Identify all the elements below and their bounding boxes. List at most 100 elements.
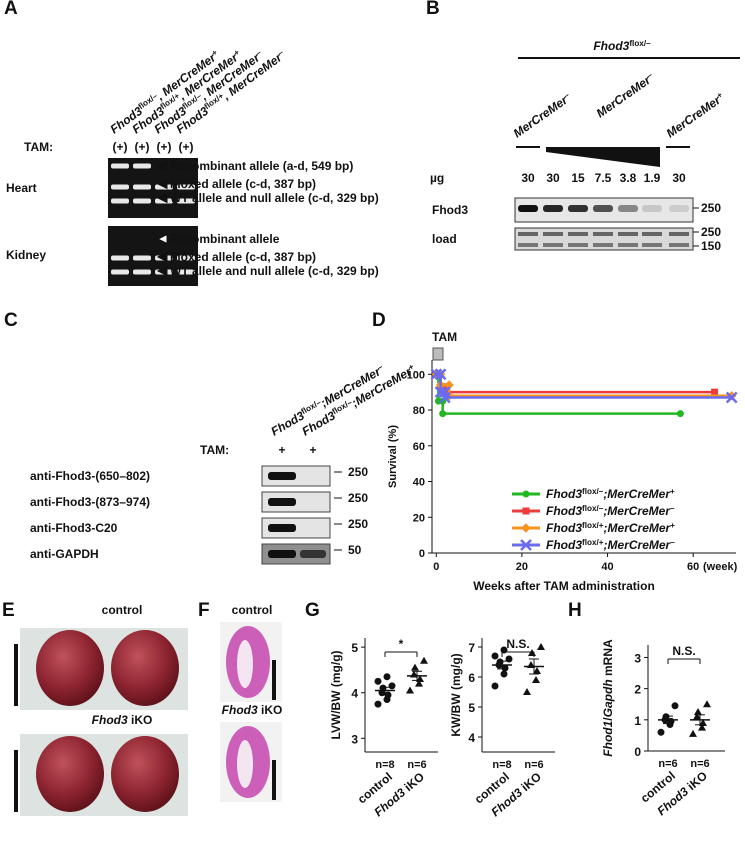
y-tick-label: 4 (351, 687, 358, 701)
scale-bar (14, 644, 18, 706)
y-tick-label: 100 (407, 369, 425, 381)
amount: 30 (546, 171, 560, 185)
band-arrow (156, 251, 168, 263)
legend-marker (522, 490, 530, 498)
gel-band (111, 184, 129, 190)
band-label: WT allele and null allele (c-d, 329 bp) (170, 191, 379, 205)
legend-label: Fhod3flox/+;MerCreMer– (546, 538, 675, 553)
y-tick-label: 20 (413, 512, 425, 524)
panel-label: H (568, 600, 582, 621)
amount: 7.5 (595, 171, 612, 185)
amount: 1.9 (644, 171, 661, 185)
y-axis-label: LVW/BW (mg/g) (329, 650, 343, 739)
data-point (694, 708, 702, 716)
tam-label: TAM (432, 330, 457, 344)
data-point (505, 655, 513, 663)
y-tick-label: 3 (351, 732, 358, 746)
panel-label: A (4, 0, 18, 19)
y-tick-label: 5 (468, 701, 475, 715)
data-point (523, 688, 531, 695)
blot-band (543, 243, 563, 247)
data-point (689, 729, 697, 737)
legend-marker (521, 523, 531, 533)
y-tick-label: 2 (634, 683, 641, 697)
band-arrow (156, 233, 168, 245)
panel-label: E (2, 600, 15, 621)
blot-band (568, 232, 588, 236)
survival-line (436, 373, 681, 415)
panel-label: B (426, 0, 440, 19)
legend-label-part: ;MerCreMer (604, 521, 672, 535)
tam-mark: (+) (113, 140, 128, 154)
tissue-label: Heart (6, 181, 37, 195)
y-tick-label: 7 (468, 641, 475, 655)
survival-point (711, 388, 719, 396)
band-arrow (156, 192, 168, 204)
data-point (693, 712, 701, 720)
row-label: load (432, 232, 457, 246)
heart (111, 630, 179, 706)
condition-label-part: – (645, 70, 654, 80)
legend-label-part: Fhod3 (546, 521, 582, 535)
band-label: Floxed allele (c-d, 387 bp) (170, 177, 316, 191)
survival-point (439, 410, 447, 418)
y-axis-label-part: mRNA (601, 639, 615, 679)
condition-label-part: MerCreMer (594, 72, 654, 120)
significance-label: * (399, 637, 404, 651)
data-point (406, 686, 414, 694)
mw-marker: 50 (348, 543, 362, 557)
blot-band (669, 205, 689, 212)
legend-label: Fhod3flox/–;MerCreMer– (546, 504, 675, 519)
y-tick-label: 0 (634, 745, 641, 759)
y-tick-label: 3 (634, 651, 641, 665)
genotype-label-part: + (407, 362, 416, 372)
legend-label-part: flox/– (582, 487, 604, 496)
y-axis-label-part: Gapdh (601, 679, 615, 717)
y-axis-label: Survival (%) (387, 425, 399, 488)
gel-band (177, 269, 195, 275)
genotype-label-part: – (276, 47, 285, 57)
blot-band (268, 524, 296, 532)
data-point (411, 663, 419, 671)
photo-label: Fhod3 iKO (222, 703, 283, 717)
survival-line (436, 373, 732, 399)
gel-band (111, 269, 129, 275)
mw-marker: 250 (701, 201, 721, 215)
legend-label-part: flox/+ (582, 538, 604, 547)
gel-band (177, 184, 195, 190)
blot-band (543, 232, 563, 236)
group-label: Fhod3flox/– (593, 39, 651, 54)
n-label: n=8 (492, 759, 511, 771)
y-axis-label-part: / (601, 717, 615, 721)
data-point (699, 718, 707, 726)
photo-label: control (102, 603, 143, 617)
unit-label: µg (430, 171, 444, 185)
scale-bar (272, 760, 276, 800)
section-cavity (237, 640, 253, 688)
tam-label: TAM: (200, 443, 229, 457)
legend-marker (522, 507, 530, 515)
tissue-label: Kidney (6, 248, 46, 262)
heart (36, 630, 104, 706)
x-tick-label: 40 (601, 561, 613, 573)
tam-mark: (+) (157, 140, 172, 154)
mw-marker: 250 (348, 517, 368, 531)
photo-label: control (232, 603, 273, 617)
group-label-part: flox/– (629, 39, 651, 48)
legend-marker (520, 539, 532, 551)
n-label: n=6 (658, 758, 677, 770)
legend-label-part: ;MerCreMer (604, 538, 672, 552)
survival-point (676, 410, 684, 418)
gel-band (111, 198, 129, 204)
y-tick-label: 1 (634, 714, 641, 728)
legend-label-part: ;MerCreMer (603, 504, 671, 518)
data-point (698, 723, 706, 731)
amount: 15 (571, 171, 585, 185)
data-point (657, 728, 665, 736)
band-label: Recombinant allele (170, 232, 280, 246)
scale-bar (14, 750, 18, 812)
blot-band (518, 243, 538, 247)
condition-label: MerCreMer+ (663, 90, 727, 141)
x-tick-label: 20 (516, 561, 528, 573)
